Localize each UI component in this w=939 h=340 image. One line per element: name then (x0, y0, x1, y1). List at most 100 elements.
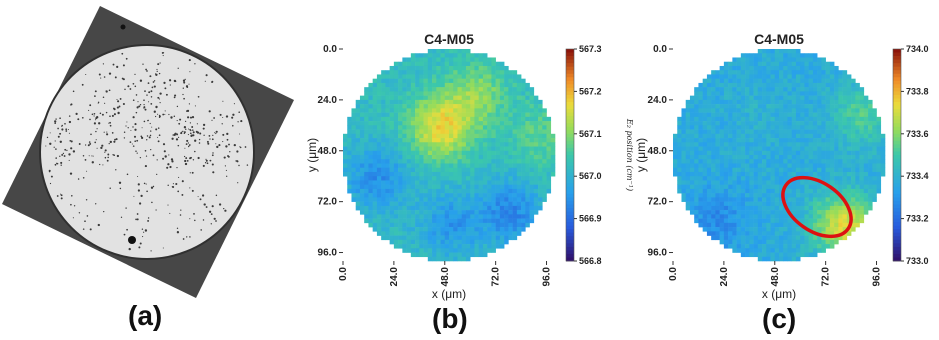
heatmap-cell (829, 210, 835, 215)
heatmap-cell (723, 171, 729, 177)
heatmap-cell (415, 163, 420, 169)
heatmap-cell (436, 82, 441, 88)
heatmap-cell (470, 163, 475, 169)
heatmap-cell (808, 91, 814, 96)
heatmap-cell (812, 99, 818, 105)
heatmap-cell (795, 159, 801, 164)
heatmap-cell (542, 155, 547, 160)
heatmap-cell (478, 82, 484, 88)
colorbar-segment (893, 179, 901, 184)
heatmap-cell (499, 74, 505, 79)
heatmap-cell (461, 70, 467, 75)
heatmap-cell (423, 184, 429, 190)
colorbar-segment (566, 208, 574, 212)
colorbar-segment (566, 98, 574, 103)
heatmap-cell (372, 95, 378, 101)
heatmap-cell (728, 129, 733, 135)
heatmap-cell (516, 133, 522, 139)
heatmap-cell (393, 227, 399, 232)
heatmap-cell (715, 235, 720, 241)
heatmap-cell (427, 252, 433, 258)
heatmap-cell (457, 205, 463, 211)
heatmap-cell (842, 193, 848, 198)
heatmap-cell (368, 197, 373, 202)
heatmap-cell (766, 227, 771, 232)
heatmap-cell (504, 138, 509, 143)
particle-dot (200, 229, 202, 231)
heatmap-cell (749, 193, 754, 198)
colorbar-segment (566, 80, 574, 85)
heatmap-cell (795, 231, 801, 236)
heatmap-cell (740, 218, 746, 224)
heatmap-cell (491, 99, 496, 105)
heatmap-cell (825, 176, 831, 181)
heatmap-cell (791, 70, 797, 75)
heatmap-cell (432, 188, 437, 194)
heatmap-cell (736, 163, 742, 169)
heatmap-cell (698, 167, 703, 173)
particle-dot (61, 128, 64, 131)
heatmap-cell (436, 159, 441, 164)
heatmap-cell (449, 193, 454, 198)
heatmap-cell (359, 99, 365, 105)
highlight-ellipse (781, 175, 853, 239)
heatmap-cell (863, 150, 869, 156)
heatmap-cell (427, 176, 433, 181)
heatmap-cell (533, 210, 539, 215)
particle-dot (144, 108, 147, 111)
heatmap-cell (533, 108, 539, 113)
heatmap-cell (812, 205, 818, 211)
heatmap-cell (838, 159, 843, 164)
heatmap-cell (829, 167, 835, 173)
particle-dot (144, 149, 147, 152)
heatmap-cell (444, 205, 450, 211)
heatmap-cell (868, 99, 873, 105)
heatmap-cell (449, 74, 454, 79)
x-tick-label: 48.0 (440, 267, 451, 287)
heatmap-cell (478, 74, 484, 79)
heatmap-cell (812, 116, 818, 122)
heatmap-cell (525, 176, 530, 181)
heatmap-cell (449, 53, 454, 58)
heatmap-cell (453, 214, 458, 219)
heatmap-cell (376, 218, 382, 224)
sample-disc (40, 45, 254, 259)
heatmap-cell (376, 129, 382, 135)
heatmap-cell (800, 231, 805, 236)
heatmap-cell (470, 201, 475, 207)
heatmap-cell (393, 104, 399, 109)
heatmap-cell (804, 133, 809, 139)
heatmap-cell (757, 248, 763, 253)
heatmap-cell (470, 112, 475, 118)
particle-dot (163, 150, 166, 153)
heatmap-cell (749, 99, 754, 105)
heatmap-cell (359, 112, 365, 118)
heatmap-cell (465, 248, 471, 253)
heatmap-cell (427, 256, 433, 262)
heatmap-cell (846, 138, 852, 143)
heatmap-cell (470, 184, 475, 190)
particle-dot (138, 246, 141, 249)
heatmap-cell (495, 201, 501, 207)
heatmap-cell (808, 197, 814, 202)
particle-dot (102, 164, 104, 166)
particle-dot (140, 136, 144, 140)
heatmap-cell (711, 150, 716, 156)
heatmap-cell (740, 171, 746, 177)
heatmap-cell (393, 159, 399, 164)
heatmap-cell (723, 155, 729, 160)
heatmap-cell (732, 112, 737, 118)
heatmap-cell (791, 116, 797, 122)
particle-dot (68, 120, 72, 124)
heatmap-cell (372, 218, 378, 224)
heatmap-cell (698, 205, 703, 211)
heatmap-cell (465, 218, 471, 224)
heatmap-cell (474, 129, 479, 135)
heatmap-cell (355, 197, 361, 202)
heatmap-cell (529, 159, 535, 164)
heatmap-cell (732, 121, 737, 126)
heatmap-cell (719, 78, 725, 84)
heatmap-cell (385, 116, 390, 122)
heatmap-cell (499, 142, 505, 147)
heatmap-cell (419, 244, 424, 249)
